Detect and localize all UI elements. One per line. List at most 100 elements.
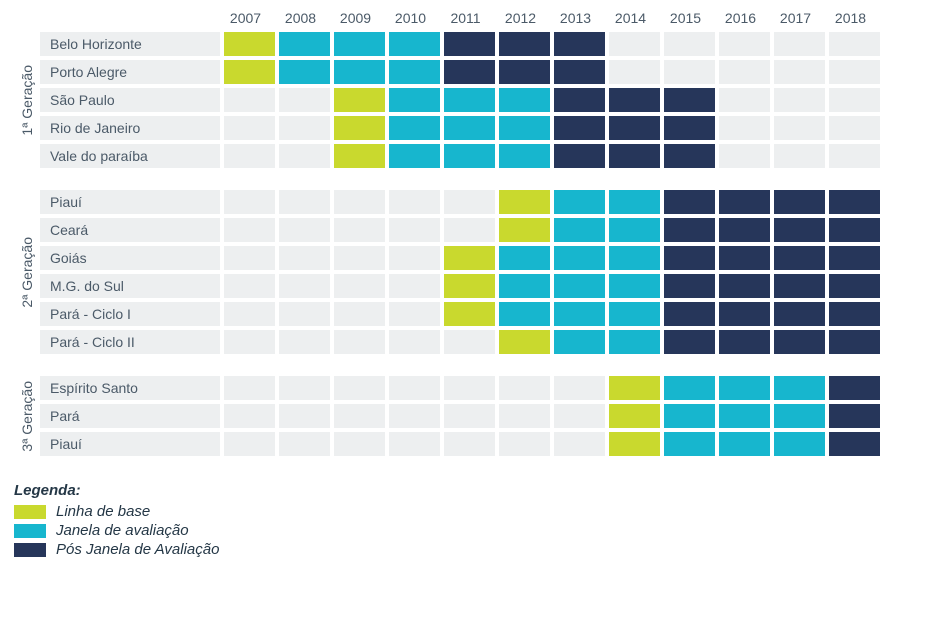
cell-pos [829, 330, 880, 354]
rows: Espírito SantoParáPiauí [40, 376, 911, 456]
cell-janela [499, 144, 550, 168]
row-label: Pará - Ciclo II [40, 330, 220, 354]
year-label: 2012 [495, 10, 546, 26]
cell-empty [829, 32, 880, 56]
cell-pos [719, 274, 770, 298]
cell-empty [334, 404, 385, 428]
cell-pos [829, 274, 880, 298]
cell-pos [774, 274, 825, 298]
table-row: Pará - Ciclo II [40, 330, 911, 354]
row-label: Ceará [40, 218, 220, 242]
cell-janela [554, 218, 605, 242]
cell-pos [829, 404, 880, 428]
cell-pos [554, 144, 605, 168]
cell-empty [774, 32, 825, 56]
cell-empty [224, 376, 275, 400]
year-label: 2015 [660, 10, 711, 26]
cell-empty [389, 376, 440, 400]
table-row: Belo Horizonte [40, 32, 911, 56]
row-label: Pará [40, 404, 220, 428]
cells [224, 432, 880, 456]
cell-pos [774, 330, 825, 354]
cell-empty [334, 246, 385, 270]
cell-empty [334, 218, 385, 242]
row-label: Rio de Janeiro [40, 116, 220, 140]
cell-janela [719, 376, 770, 400]
cell-empty [334, 274, 385, 298]
cell-empty [334, 432, 385, 456]
cell-empty [444, 190, 495, 214]
cells [224, 404, 880, 428]
cell-empty [774, 88, 825, 112]
cell-empty [389, 218, 440, 242]
cell-empty [719, 60, 770, 84]
row-label: Vale do paraíba [40, 144, 220, 168]
cell-empty [609, 60, 660, 84]
cell-empty [499, 376, 550, 400]
cell-pos [664, 144, 715, 168]
legend-item: Pós Janela de Avaliação [14, 541, 911, 558]
table-row: Vale do paraíba [40, 144, 911, 168]
cell-pos [719, 246, 770, 270]
table-row: Goiás [40, 246, 911, 270]
cell-empty [224, 116, 275, 140]
legend-item: Linha de base [14, 503, 911, 520]
cell-empty [224, 190, 275, 214]
cell-empty [829, 60, 880, 84]
cell-empty [389, 246, 440, 270]
cell-empty [444, 218, 495, 242]
cell-empty [554, 404, 605, 428]
cell-empty [334, 376, 385, 400]
cell-empty [279, 246, 330, 270]
cell-empty [829, 116, 880, 140]
cell-janela [389, 60, 440, 84]
cell-janela [444, 88, 495, 112]
cell-empty [224, 246, 275, 270]
table-row: São Paulo [40, 88, 911, 112]
cell-empty [774, 144, 825, 168]
table-row: Rio de Janeiro [40, 116, 911, 140]
cell-pos [829, 246, 880, 270]
cell-janela [609, 190, 660, 214]
cell-janela [609, 330, 660, 354]
row-label: Piauí [40, 432, 220, 456]
cell-pos [774, 218, 825, 242]
cell-janela [609, 274, 660, 298]
cell-pos [664, 246, 715, 270]
cell-base [499, 190, 550, 214]
cell-janela [499, 88, 550, 112]
cell-empty [389, 330, 440, 354]
year-label: 2010 [385, 10, 436, 26]
groups-container: 1ª GeraçãoBelo HorizontePorto AlegreSão … [14, 32, 911, 468]
table-row: Porto Alegre [40, 60, 911, 84]
cell-empty [279, 116, 330, 140]
cell-pos [774, 302, 825, 326]
cells [224, 302, 880, 326]
cell-empty [279, 432, 330, 456]
cell-empty [334, 190, 385, 214]
cell-janela [389, 88, 440, 112]
cell-base [499, 330, 550, 354]
cell-base [334, 88, 385, 112]
cell-empty [774, 60, 825, 84]
row-label: Belo Horizonte [40, 32, 220, 56]
cells [224, 116, 880, 140]
row-label: Goiás [40, 246, 220, 270]
cell-pos [664, 218, 715, 242]
cell-empty [719, 32, 770, 56]
cell-empty [279, 330, 330, 354]
cell-pos [664, 274, 715, 298]
cell-pos [554, 32, 605, 56]
year-label: 2007 [220, 10, 271, 26]
table-row: Pará - Ciclo I [40, 302, 911, 326]
cell-pos [664, 302, 715, 326]
cell-janela [279, 60, 330, 84]
year-label: 2011 [440, 10, 491, 26]
cell-pos [499, 32, 550, 56]
cell-empty [279, 404, 330, 428]
cell-pos [774, 190, 825, 214]
generation-group: 1ª GeraçãoBelo HorizontePorto AlegreSão … [14, 32, 911, 168]
cell-pos [554, 60, 605, 84]
cell-pos [829, 190, 880, 214]
legend-items: Linha de baseJanela de avaliaçãoPós Jane… [14, 503, 911, 558]
